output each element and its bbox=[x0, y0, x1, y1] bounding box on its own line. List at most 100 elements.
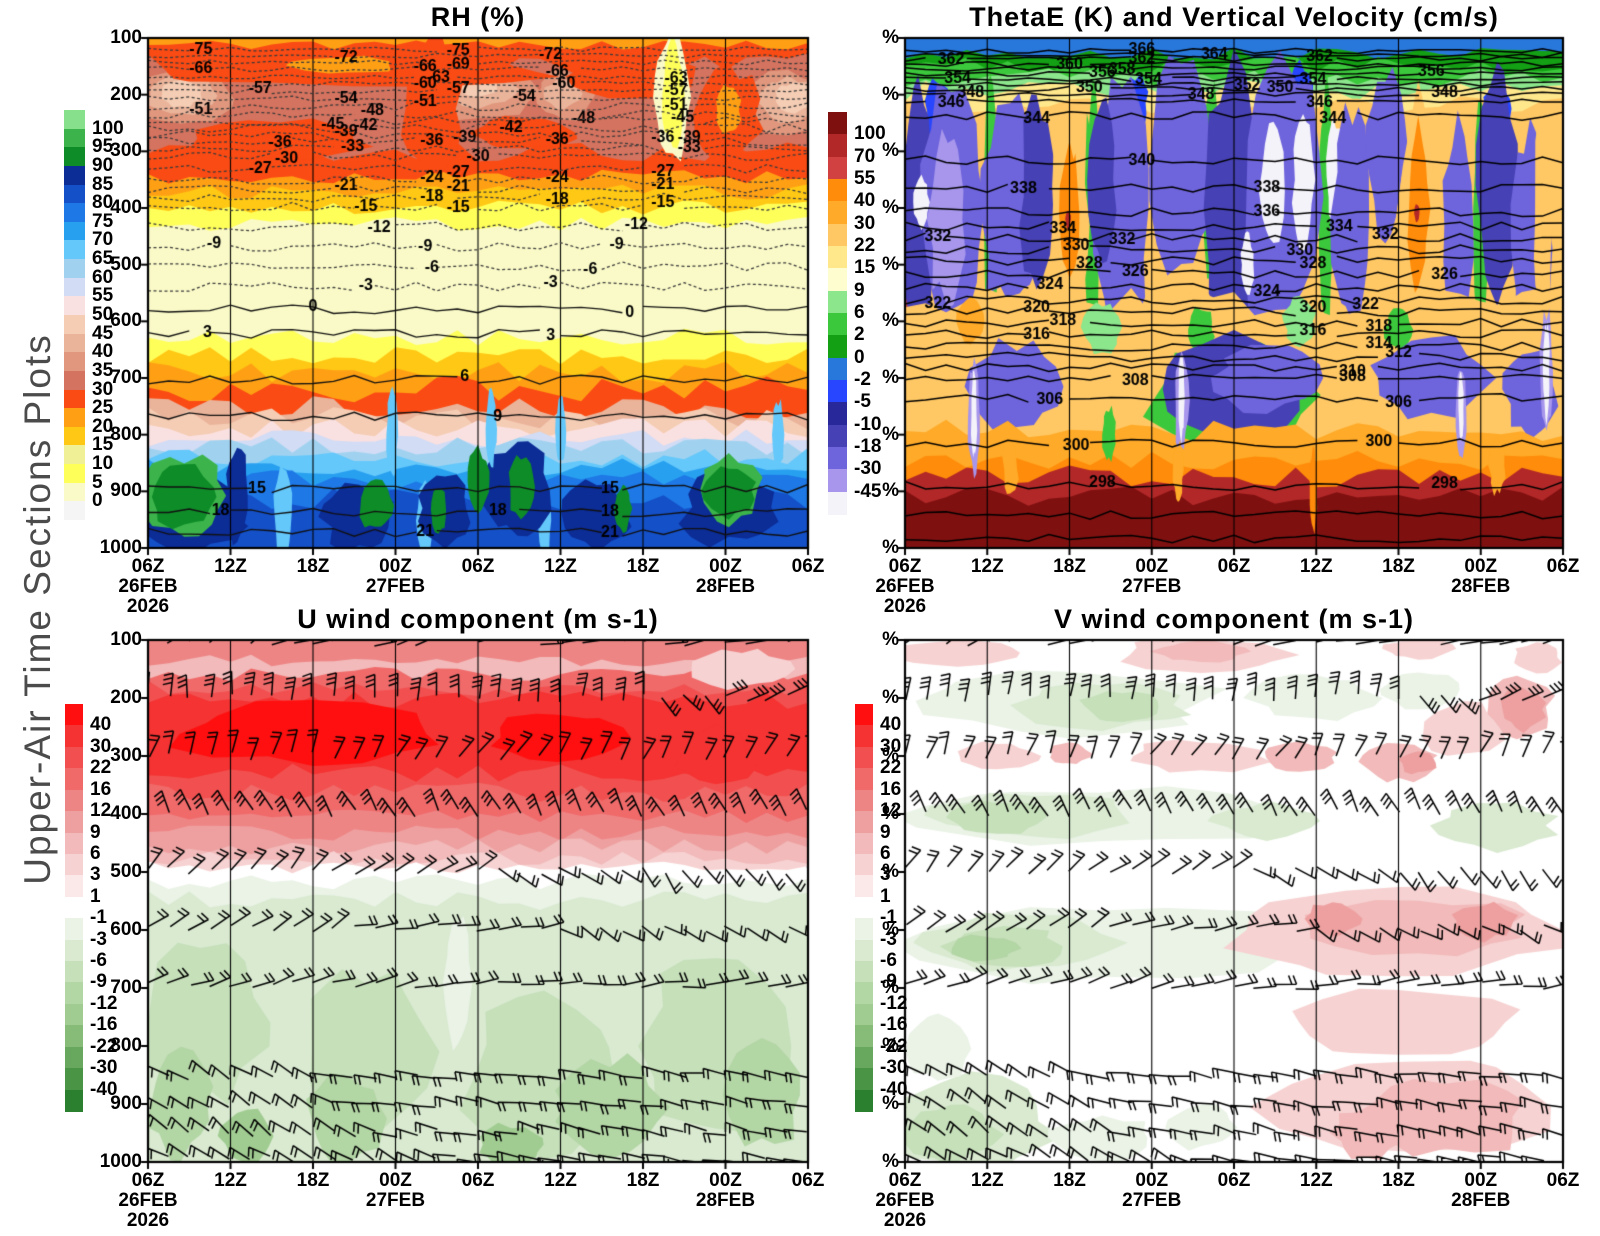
colorbar-swatch-uwind bbox=[65, 1068, 83, 1091]
y-axis-label-percent: % bbox=[882, 480, 899, 502]
x-axis-date-label: 26FEB bbox=[875, 1190, 935, 1211]
colorbar-label-rh: 35 bbox=[92, 359, 114, 381]
y-axis-label-percent: % bbox=[882, 1035, 899, 1056]
x-axis-hour-label: 06Z bbox=[791, 1170, 825, 1191]
colorbar-swatch-vwind bbox=[855, 725, 873, 748]
colorbar-label-vwind: 3 bbox=[880, 864, 891, 886]
colorbar-swatch-rh bbox=[64, 128, 85, 148]
colorbar-swatch-vwind bbox=[855, 961, 873, 984]
x-axis-hour-label: 06Z bbox=[791, 556, 825, 577]
colorbar-label-rh: 30 bbox=[92, 378, 114, 400]
x-axis-hour-label: 12Z bbox=[544, 1170, 577, 1191]
y-axis-label-600hpa: 600 bbox=[110, 919, 142, 940]
colorbar-label-rh: 25 bbox=[92, 397, 114, 419]
x-axis-hour-label: 00Z bbox=[1464, 556, 1498, 577]
colorbar-swatch-vwind bbox=[855, 1068, 873, 1091]
colorbar-label-rh: 0 bbox=[92, 490, 103, 512]
y-axis-label-percent: % bbox=[882, 83, 899, 105]
y-axis-label-percent: % bbox=[882, 977, 899, 998]
colorbar-swatch-uwind bbox=[65, 725, 83, 748]
colorbar-swatch-vwind bbox=[855, 1046, 873, 1069]
colorbar-swatch-rh bbox=[64, 370, 85, 390]
y-axis-label-percent: % bbox=[882, 745, 899, 766]
colorbar-label-uwind: 22 bbox=[90, 757, 112, 779]
colorbar-swatch-thetae bbox=[828, 335, 847, 359]
colorbar-swatch-rh bbox=[64, 445, 85, 465]
colorbar-label-uwind: 6 bbox=[90, 842, 101, 864]
colorbar-label-thetae: -45 bbox=[854, 480, 882, 502]
colorbar-label-vwind: -1 bbox=[880, 907, 897, 929]
x-axis-hour-label: 06Z bbox=[888, 1170, 922, 1191]
x-axis-date-label: 28FEB bbox=[695, 1190, 756, 1211]
colorbar-label-uwind: 9 bbox=[90, 821, 101, 843]
colorbar-label-uwind: -12 bbox=[90, 992, 118, 1014]
colorbar-swatch-thetae bbox=[828, 290, 847, 314]
colorbar-swatch-uwind bbox=[65, 896, 83, 919]
colorbar-label-rh: 65 bbox=[92, 248, 114, 270]
colorbar-label-uwind: -16 bbox=[90, 1014, 118, 1036]
colorbar-swatch-vwind bbox=[855, 1089, 873, 1112]
y-axis-label-200hpa: 200 bbox=[110, 83, 142, 105]
colorbar-label-vwind: 9 bbox=[880, 821, 891, 843]
x-axis-hour-label: 12Z bbox=[214, 556, 247, 577]
y-axis-label-100hpa: 100 bbox=[110, 27, 142, 48]
x-axis-hour-label: 06Z bbox=[888, 556, 922, 577]
colorbar-swatch-rh bbox=[64, 240, 85, 260]
colorbar-swatch-rh bbox=[64, 464, 85, 484]
colorbar-label-uwind: 12 bbox=[90, 800, 112, 822]
y-axis-label-percent: % bbox=[882, 919, 899, 940]
colorbar-label-vwind: 40 bbox=[880, 714, 902, 736]
y-axis-label-percent: % bbox=[882, 310, 899, 332]
x-axis-year-label: 2026 bbox=[126, 1210, 170, 1231]
colorbar-swatch-thetae bbox=[828, 179, 847, 202]
colorbar-swatch-rh bbox=[64, 333, 85, 353]
u-wind-plot-canvas bbox=[138, 630, 818, 1172]
colorbar-swatch-rh bbox=[64, 259, 85, 279]
colorbar-label-thetae: 9 bbox=[854, 279, 865, 301]
y-axis-label-600hpa: 600 bbox=[110, 310, 142, 332]
x-axis-hour-label: 00Z bbox=[379, 1170, 412, 1191]
colorbar-label-rh: 85 bbox=[92, 173, 114, 195]
y-axis-label-1000hpa: 1000 bbox=[99, 537, 142, 558]
x-axis-date-label: 28FEB bbox=[1451, 1190, 1511, 1211]
colorbar-swatch-rh bbox=[64, 221, 85, 241]
x-axis-hour-label: 00Z bbox=[1464, 1170, 1498, 1191]
y-axis-label-percent: % bbox=[882, 1151, 899, 1172]
y-axis-label-percent: % bbox=[882, 253, 899, 275]
colorbar-label-rh: 20 bbox=[92, 415, 114, 437]
colorbar-swatch-thetae bbox=[828, 491, 847, 515]
colorbar-label-vwind: 6 bbox=[880, 842, 891, 864]
colorbar-swatch-thetae bbox=[828, 112, 847, 135]
y-axis-label-percent: % bbox=[882, 861, 899, 882]
colorbar-swatch-rh bbox=[64, 203, 85, 223]
colorbar-swatch-uwind bbox=[65, 875, 83, 898]
colorbar-swatch-thetae bbox=[828, 156, 847, 180]
colorbar-label-rh: 40 bbox=[92, 341, 114, 363]
panel-title-u-wind: U wind component (m s-1) bbox=[297, 604, 659, 634]
colorbar-label-thetae: 100 bbox=[854, 123, 886, 145]
colorbar-swatch-rh bbox=[64, 110, 85, 129]
colorbar-swatch-thetae bbox=[828, 357, 847, 381]
colorbar-label-rh: 60 bbox=[92, 266, 114, 288]
colorbar-swatch-uwind bbox=[65, 789, 83, 812]
colorbar-swatch-uwind bbox=[65, 939, 83, 962]
figure-side-title: Upper-Air Time Sections Plots bbox=[17, 333, 58, 885]
colorbar-label-uwind: 3 bbox=[90, 864, 101, 886]
colorbar-label-uwind: -6 bbox=[90, 950, 107, 972]
colorbar-label-thetae: 15 bbox=[854, 257, 876, 279]
colorbar-swatch-vwind bbox=[855, 853, 873, 876]
colorbar-swatch-rh bbox=[64, 277, 85, 297]
x-axis-hour-label: 06Z bbox=[131, 1170, 165, 1191]
colorbar-swatch-vwind bbox=[855, 704, 873, 726]
x-axis-date-label: 27FEB bbox=[1122, 1190, 1182, 1211]
colorbar-label-rh: 50 bbox=[92, 304, 114, 325]
colorbar-label-rh: 15 bbox=[92, 434, 114, 456]
x-axis-hour-label: 18Z bbox=[1382, 1170, 1415, 1191]
colorbar-label-thetae: -18 bbox=[854, 436, 882, 457]
colorbar-label-thetae: -30 bbox=[854, 458, 882, 480]
colorbar-swatch-vwind bbox=[855, 939, 873, 962]
x-axis-hour-label: 18Z bbox=[1053, 1170, 1086, 1191]
x-axis-hour-label: 06Z bbox=[1217, 556, 1251, 577]
colorbar-label-rh: 55 bbox=[92, 285, 114, 307]
y-axis-label-800hpa: 800 bbox=[110, 1035, 142, 1056]
